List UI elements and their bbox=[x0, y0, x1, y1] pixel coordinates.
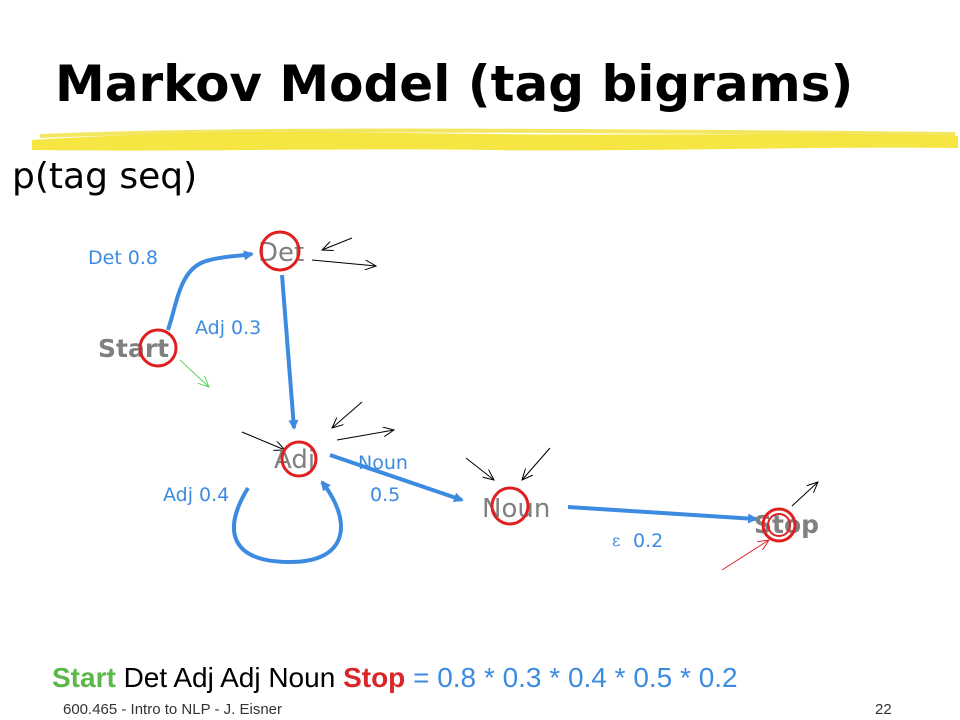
slide-subtitle: p(tag seq) bbox=[12, 156, 198, 197]
stop-incoming-red-arrow bbox=[721, 540, 769, 571]
edge-adj-self bbox=[232, 480, 343, 565]
edge-label-start-det: Det 0.8 bbox=[88, 247, 158, 269]
stop-circle-outer bbox=[761, 507, 797, 543]
noun-incoming-arrow-left bbox=[465, 457, 494, 480]
equation-start: Start bbox=[52, 662, 116, 693]
edge-label-det-adj: Adj 0.3 bbox=[195, 317, 261, 339]
equation-stop: Stop bbox=[343, 662, 406, 693]
start-outgoing-green-arrow bbox=[179, 359, 209, 387]
adj-incoming-arrow-top bbox=[332, 401, 363, 428]
edge-det-adj bbox=[280, 274, 299, 430]
equation-tags: Det Adj Adj Noun bbox=[123, 662, 336, 693]
node-adj: Adj bbox=[274, 445, 315, 475]
edge-label-adj-adj: Adj 0.4 bbox=[163, 484, 229, 506]
start-circle bbox=[138, 328, 178, 368]
edge-start-det bbox=[166, 250, 254, 331]
stop-circle-inner bbox=[767, 513, 791, 537]
edge-noun-stop bbox=[567, 505, 758, 524]
title-highlight-stroke bbox=[32, 128, 958, 151]
det-circle bbox=[259, 230, 301, 272]
footer-course: 600.465 - Intro to NLP - J. Eisner bbox=[63, 701, 283, 718]
adj-circle bbox=[280, 440, 318, 478]
noun-incoming-arrow-right bbox=[522, 447, 551, 480]
slide-title: Markov Model (tag bigrams) bbox=[55, 55, 854, 113]
edge-label-noun-stop: 0.2 bbox=[633, 530, 663, 552]
edge-adj-noun bbox=[329, 453, 464, 503]
sequence-equation: Start Det Adj Adj Noun Stop = 0.8 * 0.3 … bbox=[52, 662, 738, 694]
node-start: Start bbox=[98, 334, 169, 363]
adj-outgoing-arrow bbox=[336, 430, 394, 441]
noun-circle bbox=[490, 486, 530, 526]
stop-outgoing-arrow bbox=[791, 482, 818, 507]
edge-label-adj-noun-line2: 0.5 bbox=[370, 484, 400, 506]
edge-label-adj-noun-line1: Noun bbox=[358, 452, 408, 474]
adj-incoming-arrow-left bbox=[241, 431, 285, 450]
page-number: 22 bbox=[875, 701, 892, 718]
det-outgoing-arrow bbox=[311, 259, 376, 266]
equation-result: = 0.8 * 0.3 * 0.4 * 0.5 * 0.2 bbox=[413, 662, 738, 693]
epsilon-symbol: ε bbox=[612, 531, 620, 550]
det-incoming-arrow bbox=[322, 237, 353, 250]
